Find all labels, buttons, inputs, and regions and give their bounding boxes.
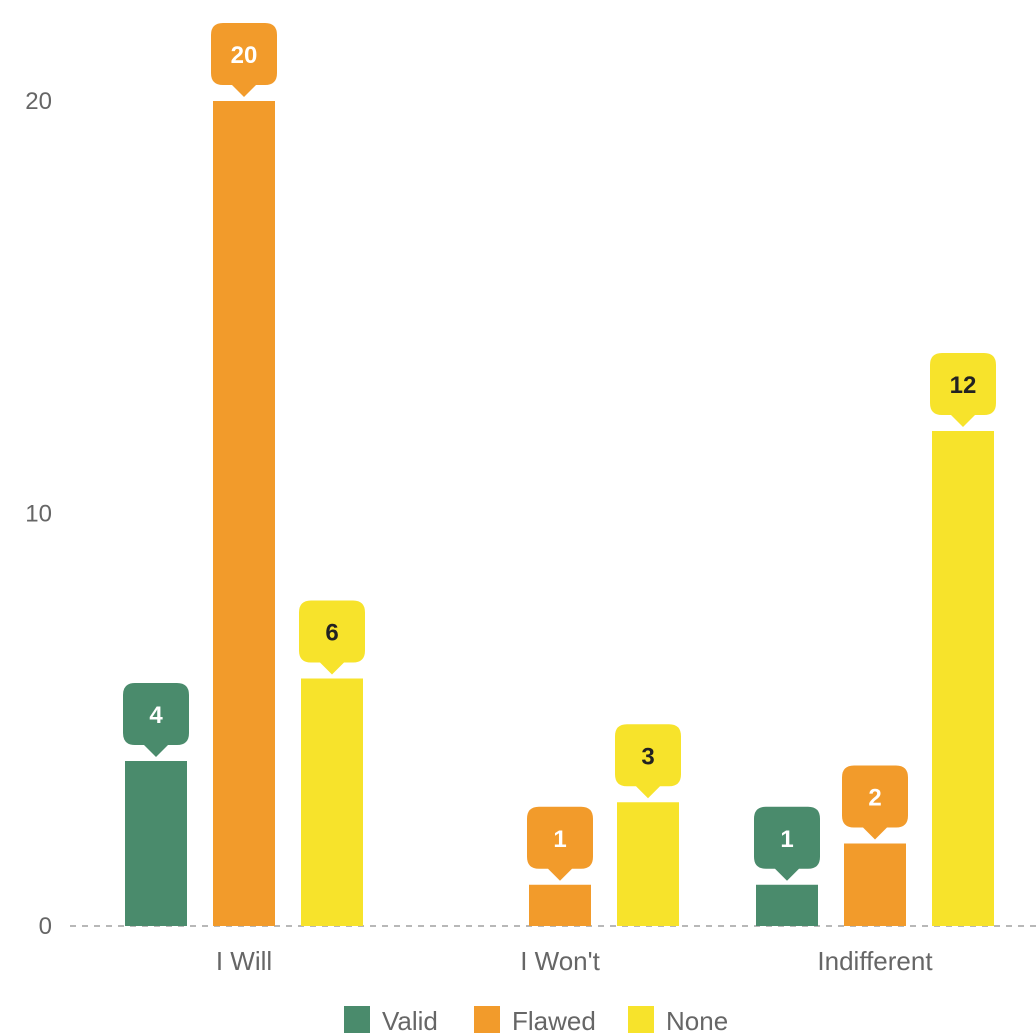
y-tick-label: 20 xyxy=(25,88,52,115)
x-tick-label: Indifferent xyxy=(817,946,933,976)
x-axis: I Will I Won't Indifferent xyxy=(216,946,934,976)
bar xyxy=(125,761,187,926)
data-label: 2 xyxy=(868,785,881,812)
data-label: 20 xyxy=(231,42,258,69)
data-label-bubble xyxy=(299,600,365,675)
y-axis: 0 10 20 xyxy=(25,88,52,940)
bar xyxy=(529,884,591,926)
bar xyxy=(844,843,906,926)
bar xyxy=(756,884,818,926)
x-tick-label: I Won't xyxy=(520,946,600,976)
legend: Valid Flawed None xyxy=(344,1006,728,1033)
data-label-bubble xyxy=(527,806,593,881)
legend-swatch xyxy=(344,1006,370,1033)
data-label-bubble xyxy=(211,23,277,97)
legend-label: Flawed xyxy=(512,1006,596,1033)
x-tick-label: I Will xyxy=(216,946,272,976)
data-label: 1 xyxy=(780,826,793,853)
bar xyxy=(932,431,994,926)
legend-swatch xyxy=(628,1006,654,1033)
y-tick-label: 0 xyxy=(39,913,52,940)
y-tick-label: 10 xyxy=(25,501,52,528)
bar xyxy=(617,802,679,926)
bar xyxy=(213,101,275,926)
data-label: 3 xyxy=(641,743,654,770)
legend-swatch xyxy=(474,1006,500,1033)
data-label: 4 xyxy=(149,702,163,729)
legend-label: None xyxy=(666,1006,728,1033)
data-label-bubble xyxy=(930,353,996,427)
data-label-bubble xyxy=(123,683,189,757)
data-label: 6 xyxy=(325,620,338,647)
legend-label: Valid xyxy=(382,1006,438,1033)
data-label: 1 xyxy=(553,826,566,853)
bar xyxy=(301,678,363,926)
data-label-bubble xyxy=(754,806,820,881)
data-label: 12 xyxy=(950,372,977,399)
data-label-bubble xyxy=(842,765,908,840)
data-label-bubble xyxy=(615,724,681,799)
